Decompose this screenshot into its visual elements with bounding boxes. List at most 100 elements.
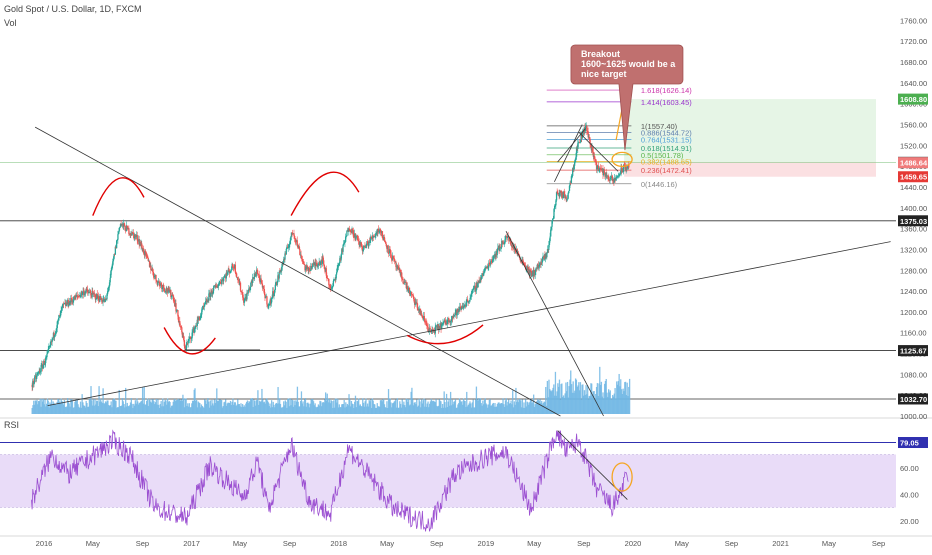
volume-bar <box>328 402 330 414</box>
volume-bar <box>224 401 226 414</box>
candle-body <box>409 293 411 295</box>
volume-bar <box>582 384 584 414</box>
trend-line <box>505 231 604 417</box>
volume-bar <box>324 392 327 414</box>
volume-bar <box>426 403 428 414</box>
volume-bar <box>420 399 423 414</box>
candle-body <box>116 239 118 241</box>
candle-body <box>301 256 303 259</box>
candle-body <box>463 306 465 309</box>
volume-bar <box>34 400 37 414</box>
volume-bar <box>58 401 61 414</box>
candle-body <box>592 146 594 152</box>
volume-bar <box>433 400 435 414</box>
volume-bar <box>397 407 399 414</box>
candle-body <box>504 239 506 244</box>
candle-body <box>241 291 243 293</box>
candle-body <box>201 309 204 311</box>
volume-bar <box>430 398 432 414</box>
volume-bar <box>219 399 221 414</box>
candle-body <box>117 234 119 240</box>
volume-bar <box>420 407 422 414</box>
candle-body <box>607 175 609 180</box>
volume-bar <box>192 400 195 414</box>
candle-body <box>330 287 333 289</box>
time-axis-tick: Sep <box>577 539 590 548</box>
volume-bar <box>440 401 442 414</box>
volume-bar <box>520 407 523 414</box>
volume-bar <box>596 383 599 414</box>
volume-bar <box>478 398 480 414</box>
volume-bar <box>250 399 252 414</box>
volume-bar <box>51 404 53 414</box>
volume-bar <box>260 401 262 414</box>
symbol-title: Gold Spot / U.S. Dollar, 1D, FXCM <box>4 4 142 14</box>
volume-bar <box>428 407 430 414</box>
candle-body <box>323 264 326 269</box>
volume-bar <box>89 399 91 414</box>
candle-body <box>470 292 473 297</box>
candle-body <box>556 192 558 193</box>
volume-bar <box>101 403 103 414</box>
volume-bar <box>60 398 62 414</box>
volume-bar <box>475 386 478 414</box>
candle-body <box>124 226 126 231</box>
candle-body <box>352 230 355 237</box>
volume-bar <box>291 400 294 414</box>
volume-bar <box>161 406 163 414</box>
volume-bar <box>203 407 205 414</box>
candle-body <box>271 296 273 299</box>
volume-bar <box>329 399 331 414</box>
candle-body <box>42 364 44 369</box>
volume-bar <box>313 405 316 414</box>
candle-body <box>74 295 77 300</box>
candle-body <box>197 317 200 320</box>
volume-bar <box>605 378 607 414</box>
volume-bar <box>323 402 325 414</box>
fib-level-label: 1.414(1603.45) <box>641 98 692 107</box>
volume-bar <box>418 398 420 414</box>
time-axis-tick: 2017 <box>183 539 200 548</box>
volume-bar <box>404 407 407 414</box>
volume-bar <box>414 402 416 414</box>
volume-bar <box>40 406 42 414</box>
volume-bar <box>416 399 418 414</box>
volume-bar <box>146 398 149 414</box>
volume-bar <box>112 398 115 414</box>
candle-body <box>384 240 386 242</box>
volume-bar <box>231 401 233 414</box>
price-axis-tick: 1560.00 <box>900 121 927 130</box>
volume-bar <box>369 401 371 414</box>
candle-body <box>246 292 248 300</box>
candle-body <box>617 175 620 177</box>
volume-bar <box>516 400 519 414</box>
candle-body <box>472 289 474 291</box>
candle-body <box>155 274 157 281</box>
volume-bar <box>278 403 280 414</box>
candle-body <box>605 172 607 176</box>
volume-bar <box>204 399 206 414</box>
candle-body <box>408 287 411 295</box>
volume-bar <box>297 401 299 414</box>
volume-bar <box>115 400 117 414</box>
volume-bar <box>441 407 443 414</box>
candle-body <box>283 259 285 264</box>
candle-body <box>161 287 164 289</box>
volume-bar <box>415 404 417 414</box>
candle-body <box>67 299 69 306</box>
candle-body <box>619 173 622 174</box>
volume-bar <box>177 398 179 414</box>
candle-body <box>112 258 115 262</box>
volume-bar <box>256 399 258 414</box>
volume-bar <box>456 407 458 414</box>
volume-bar <box>453 401 455 414</box>
volume-bar <box>138 403 141 414</box>
rsi-axis-tick: 60.00 <box>900 464 919 473</box>
candle-body <box>94 294 97 300</box>
volume-bar <box>105 402 107 414</box>
volume-bar <box>560 384 562 414</box>
volume-bar <box>505 398 507 414</box>
volume-bar <box>394 400 396 414</box>
